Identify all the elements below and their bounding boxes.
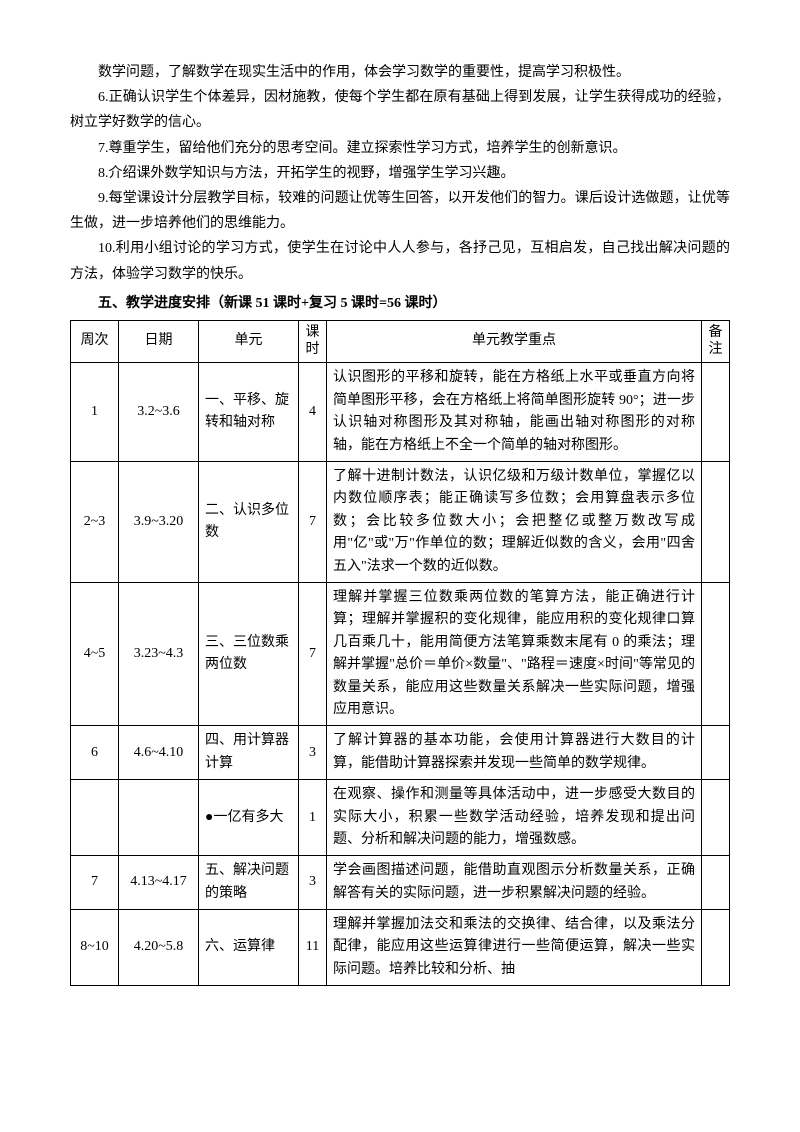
- header-date: 日期: [119, 320, 199, 363]
- header-note: 备注: [702, 320, 730, 363]
- table-row: 64.6~4.10四、用计算器计算3了解计算器的基本功能，会使用计算器进行大数目…: [71, 726, 730, 780]
- table-row: 8~104.20~5.8六、运算律11理解并掌握加法交和乘法的交换律、结合律，以…: [71, 910, 730, 986]
- cell-unit: ●一亿有多大: [199, 780, 299, 856]
- cell-focus: 在观察、操作和测量等具体活动中，进一步感受大数目的实际大小，积累一些数学活动经验…: [327, 780, 702, 856]
- paragraph-10: 10.利用小组讨论的学习方式，使学生在讨论中人人参与，各抒己见，互相启发，自己找…: [70, 236, 730, 286]
- header-unit: 单元: [199, 320, 299, 363]
- cell-focus: 了解十进制计数法，认识亿级和万级计数单位，掌握亿以内数位顺序表；能正确读写多位数…: [327, 462, 702, 583]
- cell-week: 6: [71, 726, 119, 780]
- paragraph-7: 7.尊重学生，留给他们充分的思考空间。建立探索性学习方式，培养学生的创新意识。: [70, 136, 730, 161]
- header-focus: 单元教学重点: [327, 320, 702, 363]
- cell-week: 7: [71, 856, 119, 910]
- cell-note: [702, 856, 730, 910]
- cell-hours: 11: [299, 910, 327, 986]
- cell-unit: 四、用计算器计算: [199, 726, 299, 780]
- cell-date: 4.13~4.17: [119, 856, 199, 910]
- table-header-row: 周次 日期 单元 课时 单元教学重点 备注: [71, 320, 730, 363]
- cell-unit: 二、认识多位数: [199, 462, 299, 583]
- paragraph-8: 8.介绍课外数学知识与方法，开拓学生的视野，增强学生学习兴趣。: [70, 161, 730, 186]
- cell-date: 3.23~4.3: [119, 582, 199, 725]
- section-5-heading: 五、教学进度安排（新课 51 课时+复习 5 课时=56 课时）: [70, 291, 730, 316]
- cell-hours: 3: [299, 726, 327, 780]
- cell-hours: 7: [299, 462, 327, 583]
- table-row: 4~53.23~4.3三、三位数乘两位数7理解并掌握三位数乘两位数的笔算方法，能…: [71, 582, 730, 725]
- cell-week: 8~10: [71, 910, 119, 986]
- cell-week: 4~5: [71, 582, 119, 725]
- cell-focus: 了解计算器的基本功能，会使用计算器进行大数目的计算，能借助计算器探索并发现一些简…: [327, 726, 702, 780]
- cell-unit: 一、平移、旋转和轴对称: [199, 363, 299, 462]
- cell-note: [702, 582, 730, 725]
- cell-note: [702, 910, 730, 986]
- table-row: 2~33.9~3.20二、认识多位数7了解十进制计数法，认识亿级和万级计数单位，…: [71, 462, 730, 583]
- schedule-table: 周次 日期 单元 课时 单元教学重点 备注 13.2~3.6一、平移、旋转和轴对…: [70, 320, 730, 986]
- paragraph-9: 9.每堂课设计分层教学目标，较难的问题让优等生回答，以开发他们的智力。课后设计选…: [70, 186, 730, 236]
- table-row: 74.13~4.17五、解决问题的策略3学会画图描述问题，能借助直观图示分析数量…: [71, 856, 730, 910]
- cell-focus: 理解并掌握三位数乘两位数的笔算方法，能正确进行计算；理解并掌握积的变化规律，能应…: [327, 582, 702, 725]
- cell-note: [702, 780, 730, 856]
- cell-focus: 理解并掌握加法交和乘法的交换律、结合律，以及乘法分配律，能应用这些运算律进行一些…: [327, 910, 702, 986]
- cell-hours: 3: [299, 856, 327, 910]
- cell-date: 3.2~3.6: [119, 363, 199, 462]
- cell-hours: 7: [299, 582, 327, 725]
- cell-note: [702, 462, 730, 583]
- table-row: ●一亿有多大1在观察、操作和测量等具体活动中，进一步感受大数目的实际大小，积累一…: [71, 780, 730, 856]
- cell-focus: 认识图形的平移和旋转，能在方格纸上水平或垂直方向将简单图形平移，会在方格纸上将简…: [327, 363, 702, 462]
- cell-date: 3.9~3.20: [119, 462, 199, 583]
- cell-date: [119, 780, 199, 856]
- header-week: 周次: [71, 320, 119, 363]
- paragraph-intro: 数学问题，了解数学在现实生活中的作用，体会学习数学的重要性，提高学习积极性。: [70, 60, 730, 85]
- cell-week: 1: [71, 363, 119, 462]
- cell-unit: 三、三位数乘两位数: [199, 582, 299, 725]
- cell-note: [702, 363, 730, 462]
- paragraph-6: 6.正确认识学生个体差异，因材施教，使每个学生都在原有基础上得到发展，让学生获得…: [70, 85, 730, 135]
- table-row: 13.2~3.6一、平移、旋转和轴对称4认识图形的平移和旋转，能在方格纸上水平或…: [71, 363, 730, 462]
- cell-hours: 1: [299, 780, 327, 856]
- cell-unit: 六、运算律: [199, 910, 299, 986]
- cell-date: 4.6~4.10: [119, 726, 199, 780]
- cell-week: 2~3: [71, 462, 119, 583]
- cell-week: [71, 780, 119, 856]
- cell-note: [702, 726, 730, 780]
- header-hours: 课时: [299, 320, 327, 363]
- cell-unit: 五、解决问题的策略: [199, 856, 299, 910]
- cell-date: 4.20~5.8: [119, 910, 199, 986]
- cell-focus: 学会画图描述问题，能借助直观图示分析数量关系，正确解答有关的实际问题，进一步积累…: [327, 856, 702, 910]
- cell-hours: 4: [299, 363, 327, 462]
